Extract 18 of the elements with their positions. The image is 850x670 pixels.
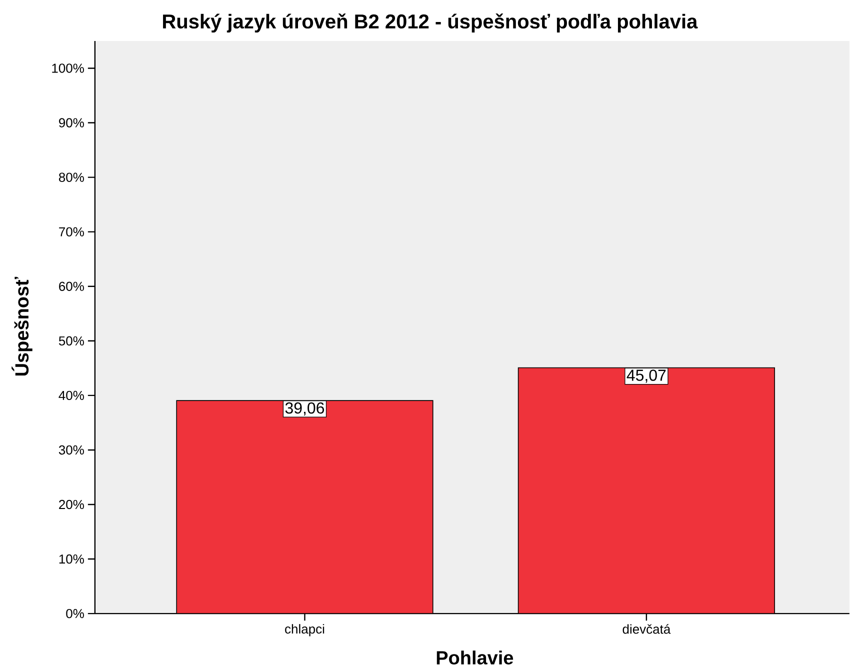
x-tick-label: chlapci bbox=[285, 624, 324, 636]
y-tick-label: 30% bbox=[58, 446, 84, 455]
chart-title: Ruský jazyk úroveň B2 2012 - úspešnosť podľa pohlavia bbox=[163, 14, 698, 33]
y-tick-label: 80% bbox=[58, 172, 84, 182]
y-tick-label: 50% bbox=[58, 336, 84, 346]
y-tick-label: 40% bbox=[58, 391, 84, 400]
x-axis-title: Pohlavie bbox=[436, 650, 514, 665]
y-tick-label: 10% bbox=[59, 554, 84, 564]
x-tick-label: dievčatá bbox=[622, 624, 671, 634]
y-tick-label: 60% bbox=[59, 282, 84, 292]
y-tick-label: 90% bbox=[59, 118, 84, 128]
data-label: 45,07 bbox=[626, 370, 666, 384]
y-tick-label: 0% bbox=[66, 609, 84, 618]
y-tick-label: 70% bbox=[59, 227, 84, 237]
y-tick-label: 20% bbox=[59, 500, 84, 510]
y-tick-label: 100% bbox=[52, 64, 84, 74]
data-label: 39,06 bbox=[285, 402, 324, 416]
y-axis-title: Úspešnosť bbox=[12, 277, 32, 376]
